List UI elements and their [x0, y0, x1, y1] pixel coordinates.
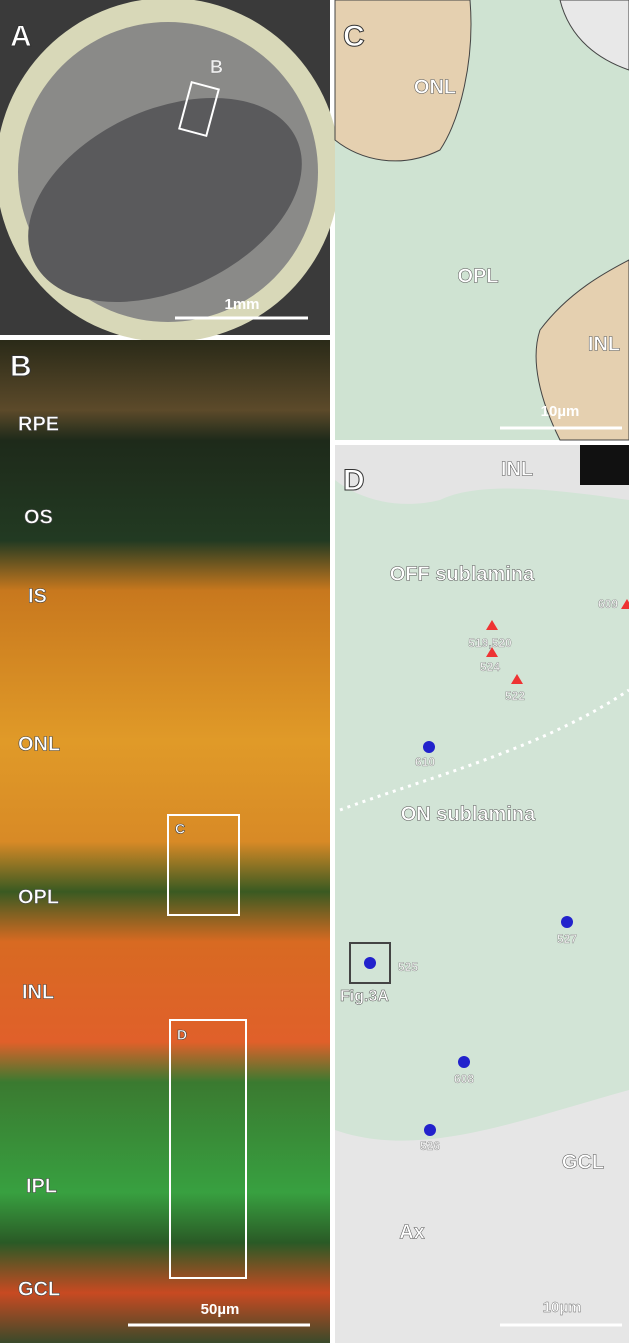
marker-label: 526	[420, 1139, 440, 1153]
marker-label: 608	[454, 1072, 474, 1086]
layer-label: Ax	[399, 1221, 425, 1243]
layer-label: RPE	[18, 413, 59, 435]
panel-letter: D	[343, 464, 365, 497]
scale-text: 10µm	[543, 1299, 582, 1316]
marker-label: 525	[398, 960, 418, 974]
marker-label: 527	[557, 932, 577, 946]
marker-label: 524	[480, 660, 500, 674]
panel-letter: C	[343, 20, 365, 53]
marker-label: 609	[598, 597, 618, 611]
on-marker	[424, 1124, 436, 1136]
layer-label: ON sublamina	[401, 803, 536, 825]
inset-label: D	[177, 1027, 187, 1043]
on-marker	[561, 916, 573, 928]
layer-label: OS	[24, 506, 53, 528]
layer-label: IPL	[26, 1175, 57, 1197]
layer-label: OPL	[457, 265, 498, 287]
layer-label: ONL	[18, 733, 60, 755]
scale-text: 1mm	[224, 296, 259, 313]
marker-label: 522	[505, 689, 525, 703]
marker-label: 519,520	[468, 636, 512, 650]
layer-label: GCL	[18, 1278, 60, 1300]
panel-letter: B	[10, 350, 32, 383]
layer-label: GCL	[562, 1151, 604, 1173]
label: B	[210, 57, 223, 77]
layer-label: Fig.3A	[340, 988, 389, 1005]
scale-text: 50µm	[201, 1301, 240, 1318]
on-marker	[364, 957, 376, 969]
marker-label: 610	[415, 755, 435, 769]
gap	[580, 445, 629, 485]
layer-label: ONL	[414, 76, 456, 98]
layer-label: INL	[501, 458, 533, 480]
figure: A B 1mm B RPE OS IS ONL OPL INL IPL GCL …	[0, 0, 629, 1343]
layer-label: INL	[22, 981, 54, 1003]
layer-label: INL	[588, 333, 620, 355]
page: A B 1mm B RPE OS IS ONL OPL INL IPL GCL …	[0, 0, 629, 1343]
inset-label: C	[175, 821, 185, 837]
on-marker	[458, 1056, 470, 1068]
on-marker	[423, 741, 435, 753]
scale-text: 10µm	[541, 403, 580, 420]
layer-label: IS	[28, 585, 47, 607]
panel-letter: A	[10, 20, 32, 53]
layer-label: OPL	[18, 886, 59, 908]
layer-label: OFF sublamina	[390, 563, 535, 585]
